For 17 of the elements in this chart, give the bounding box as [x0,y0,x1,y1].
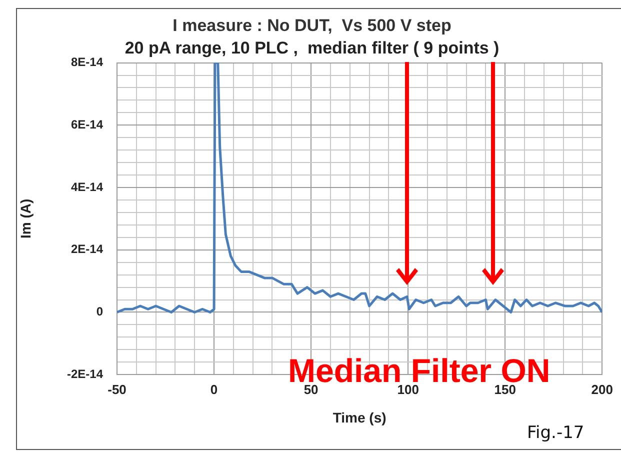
x-tick-label: 100 [397,382,419,397]
y-axis-title: Im (A) [17,198,34,239]
y-tick-label: 6E-14 [70,117,104,132]
x-tick-label: 200 [591,382,614,397]
x-tick-label: 0 [210,382,218,397]
chart-subtitle: 20 pA range, 10 PLC , median filter ( 9 points ) [124,38,500,58]
y-tick-label: 2E-14 [70,242,104,256]
y-tick-label: 0 [96,304,104,319]
y-tick-label: -2E-14 [66,366,104,381]
x-tick-label: 50 [304,382,318,397]
x-tick-label: 150 [494,382,516,397]
text: Fig.-17 [527,423,584,443]
y-tick-label: 4E-14 [70,180,104,194]
x-tick-label: -50 [108,382,126,397]
chart-title: I measure : No DUT, Vs 500 V step [172,16,452,35]
x-axis-title: Time (s) [332,409,386,426]
y-tick-label: 8E-14 [70,55,104,70]
